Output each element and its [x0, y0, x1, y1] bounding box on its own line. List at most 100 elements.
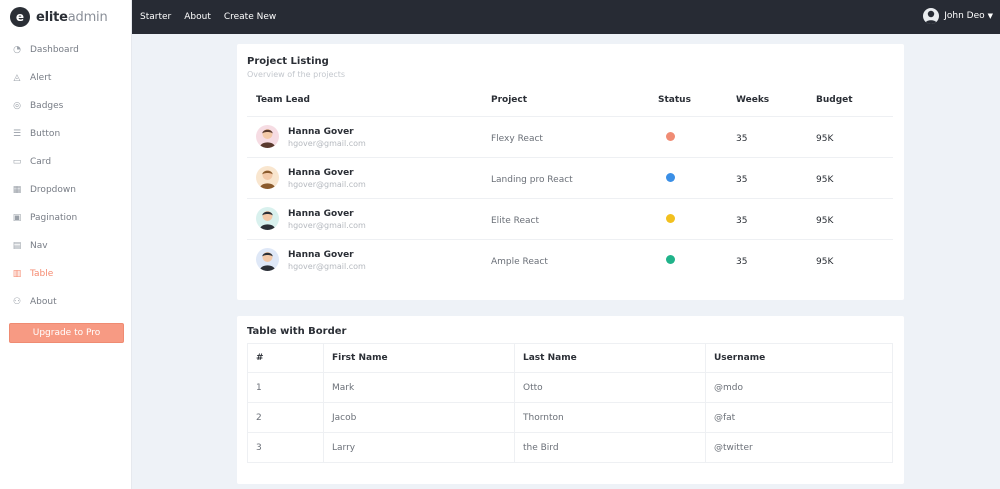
avatar	[256, 166, 279, 189]
column-header: Last Name	[514, 343, 706, 373]
sidebar-item-label: Badges	[30, 101, 64, 111]
table-row[interactable]: 2 Jacob Thornton @fat	[247, 402, 893, 433]
sidebar-item-label: Alert	[30, 73, 52, 83]
column-header: Username	[705, 343, 893, 373]
weeks-value: 35	[736, 257, 748, 267]
sidebar-item-dashboard[interactable]: ◔ Dashboard	[0, 36, 131, 64]
table-row[interactable]: 1 Mark Otto @mdo	[247, 372, 893, 403]
sidebar-item-table[interactable]: ▥ Table	[0, 260, 131, 288]
table-cell: @fat	[705, 402, 893, 433]
sidebar-item-label: Table	[30, 269, 54, 279]
table-row[interactable]: Hanna Gover hgover@gmail.com Ample React 35…	[247, 239, 893, 280]
budget-value: 95K	[816, 175, 834, 185]
avatar	[256, 125, 279, 148]
column-header: #	[247, 343, 324, 373]
project-name: Ample React	[491, 257, 548, 267]
topbar: Starter About Create New John Deo ▼	[132, 0, 1000, 34]
status-dot	[666, 255, 675, 264]
pagination-icon: ▣	[12, 213, 22, 223]
button-icon: ☰	[12, 129, 22, 139]
sidebar-item-pagination[interactable]: ▣ Pagination	[0, 204, 131, 232]
brand-name: eliteadmin	[36, 9, 108, 25]
sidebar-item-label: About	[30, 297, 57, 307]
dropdown-icon: ▦	[12, 185, 22, 195]
team-lead-email: hgover@gmail.com	[288, 139, 366, 148]
column-header: First Name	[323, 343, 515, 373]
status-dot	[666, 214, 675, 223]
sidebar-item-nav[interactable]: ▤ Nav	[0, 232, 131, 260]
bordered-table: # First Name Last Name Username 1 Mark Ott…	[247, 343, 893, 463]
chevron-down-icon: ▼	[987, 12, 993, 20]
project-name: Landing pro React	[491, 175, 573, 185]
logo-icon: e	[10, 7, 30, 27]
avatar	[256, 207, 279, 230]
team-lead-name: Hanna Gover	[288, 250, 354, 260]
team-lead-name: Hanna Gover	[288, 209, 354, 219]
team-lead-email: hgover@gmail.com	[288, 180, 366, 189]
table-cell: 2	[247, 402, 324, 433]
project-name: Flexy React	[491, 134, 543, 144]
table-row[interactable]: Hanna Gover hgover@gmail.com Landing pro R…	[247, 157, 893, 198]
sidebar-item-button[interactable]: ☰ Button	[0, 120, 131, 148]
status-dot	[666, 173, 675, 182]
table-cell: Jacob	[323, 402, 515, 433]
sidebar-item-label: Dropdown	[30, 185, 76, 195]
weeks-value: 35	[736, 134, 748, 144]
sidebar-item-about[interactable]: ⚇ About	[0, 288, 131, 316]
team-lead-name: Hanna Gover	[288, 127, 354, 137]
bell-icon: ◬	[13, 73, 21, 83]
nav-link-starter[interactable]: Starter	[140, 12, 172, 22]
sidebar-item-alert[interactable]: ◬ Alert	[0, 64, 131, 92]
weeks-value: 35	[736, 216, 748, 226]
team-lead-email: hgover@gmail.com	[288, 221, 366, 230]
bordered-table-card: Table with Border # First Name Last Name…	[237, 316, 904, 484]
table-cell: @twitter	[705, 432, 893, 463]
weeks-value: 35	[736, 175, 748, 185]
budget-value: 95K	[816, 134, 834, 144]
card-icon: ▭	[12, 157, 22, 167]
status-dot	[666, 132, 675, 141]
table-cell: 1	[247, 372, 324, 403]
user-name: John Deo	[944, 11, 985, 21]
card-title: Project Listing	[247, 56, 329, 67]
table-cell: @mdo	[705, 372, 893, 403]
sidebar-item-label: Dashboard	[30, 45, 79, 55]
sidebar-item-label: Nav	[30, 241, 48, 251]
project-listing-card: Project Listing Overview of the projects…	[237, 44, 904, 300]
sidebar-item-dropdown[interactable]: ▦ Dropdown	[0, 176, 131, 204]
users-icon: ⚇	[12, 297, 22, 307]
column-header: Project	[491, 95, 528, 105]
table-cell: 3	[247, 432, 324, 463]
team-lead-name: Hanna Gover	[288, 168, 354, 178]
nav-link-create-new[interactable]: Create New	[223, 12, 277, 22]
badge-icon: ◎	[13, 101, 21, 111]
upgrade-button[interactable]: Upgrade to Pro	[9, 323, 124, 343]
sidebar-item-card[interactable]: ▭ Card	[0, 148, 131, 176]
budget-value: 95K	[816, 216, 834, 226]
sidebar-item-label: Button	[30, 129, 61, 139]
team-lead-email: hgover@gmail.com	[288, 262, 366, 271]
table-cell: the Bird	[514, 432, 706, 463]
table-row[interactable]: 3 Larry the Bird @twitter	[247, 432, 893, 463]
table-icon: ▥	[12, 269, 22, 279]
budget-value: 95K	[816, 257, 834, 267]
sidebar-nav: ◔ Dashboard ◬ Alert ◎ Badges ☰ Button ▭ Card ▦ Drop…	[0, 36, 131, 316]
gauge-icon: ◔	[13, 45, 21, 55]
sidebar-item-badges[interactable]: ◎ Badges	[0, 92, 131, 120]
table-row[interactable]: Hanna Gover hgover@gmail.com Elite React 35…	[247, 198, 893, 239]
table-row[interactable]: Hanna Gover hgover@gmail.com Flexy React 35…	[247, 116, 893, 157]
nav-link-about[interactable]: About	[184, 12, 211, 22]
table-header: Team Lead Project Status Weeks Budget	[247, 95, 893, 109]
table-cell: Larry	[323, 432, 515, 463]
column-header: Team Lead	[256, 95, 310, 105]
avatar	[256, 248, 279, 271]
column-header: Weeks	[736, 95, 770, 105]
card-title: Table with Border	[247, 326, 347, 337]
nav-icon: ▤	[12, 241, 22, 251]
brand-logo[interactable]: e eliteadmin	[0, 0, 131, 34]
user-menu[interactable]: John Deo ▼	[923, 8, 993, 24]
table-cell: Mark	[323, 372, 515, 403]
table-cell: Otto	[514, 372, 706, 403]
user-avatar-icon	[923, 8, 940, 24]
sidebar: e eliteadmin ◔ Dashboard ◬ Alert ◎ Badges ☰ But…	[0, 0, 132, 489]
